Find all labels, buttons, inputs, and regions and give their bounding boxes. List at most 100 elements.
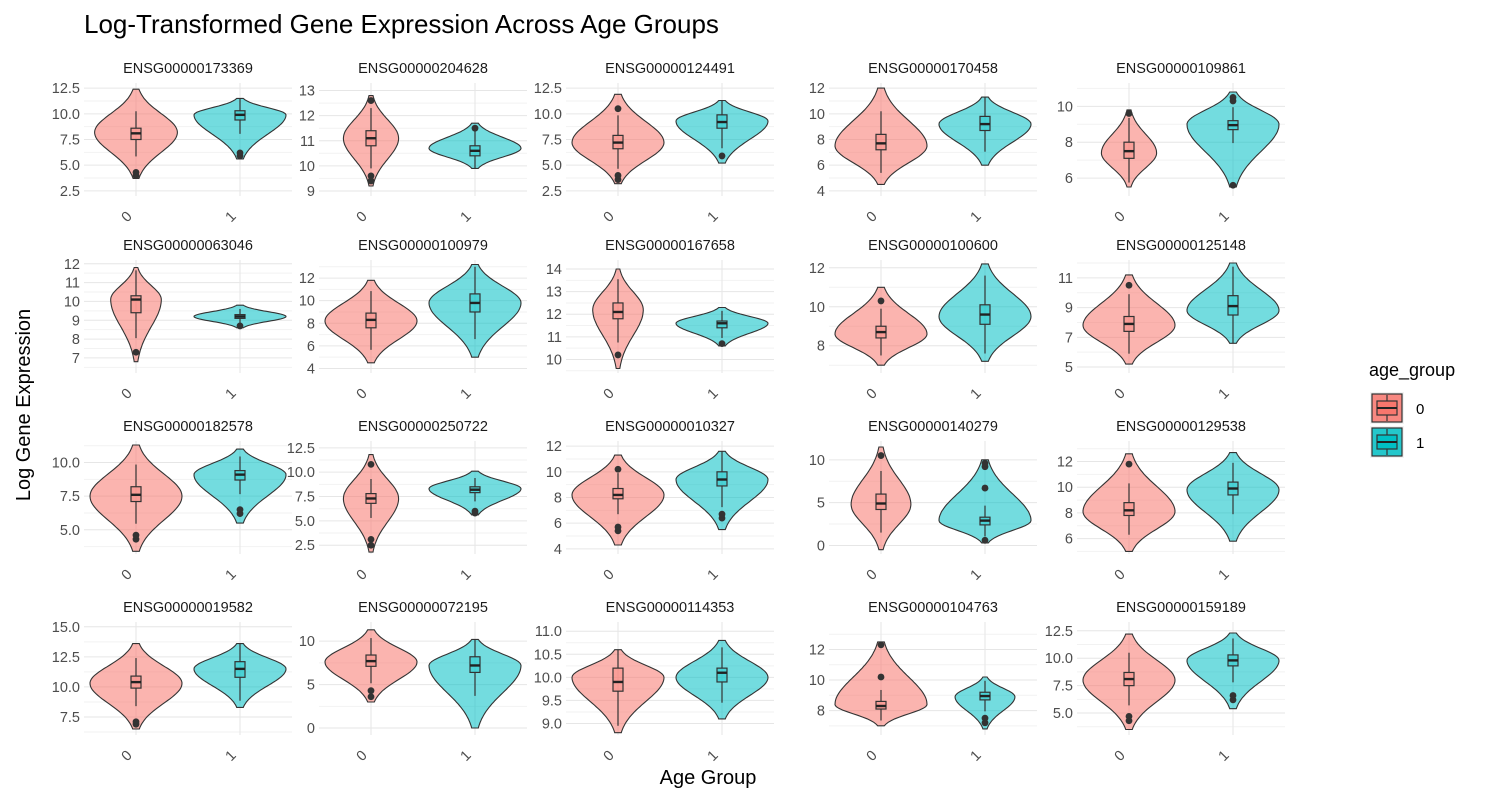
x-tick-label: 0: [119, 386, 136, 403]
violin-group-1: [1186, 262, 1280, 344]
x-tick-label: 1: [705, 209, 722, 226]
outlier-point: [1229, 692, 1237, 699]
facet-panel-ENSG00000129538: ENSG00000129538 6 8 10 12 0 1: [1057, 419, 1285, 584]
facet-strip-label: ENSG00000170458: [868, 61, 998, 77]
facet-panel-ENSG00000250722: ENSG00000250722 2.5 5.0 7.5 10.0 12.5 0 1: [287, 419, 527, 584]
y-tick-label: 10: [64, 294, 80, 310]
violin-group-0: [1082, 633, 1176, 731]
y-tick-label: 10: [809, 453, 825, 469]
x-tick-label: 1: [705, 386, 722, 403]
y-tick-label: 12.5: [52, 81, 80, 97]
y-tick-label: 10: [299, 634, 315, 650]
y-tick-label: 7: [1065, 330, 1073, 346]
y-tick-label: 7.5: [1053, 679, 1073, 695]
facet-panel-ENSG00000125148: ENSG00000125148 5 7 9 11 0 1: [1058, 238, 1285, 403]
y-tick-label: 10.0: [534, 670, 562, 686]
y-tick-label: 10: [809, 300, 825, 316]
y-tick-label: 12: [546, 439, 562, 455]
legend-title: age_group: [1369, 360, 1455, 381]
violin-group-0: [850, 446, 912, 551]
x-tick-label: 1: [968, 209, 985, 226]
y-tick-label: 10: [299, 159, 315, 175]
y-tick-label: 9.0: [542, 716, 562, 732]
box-iqr: [716, 667, 728, 683]
legend-key-1: 1: [1370, 426, 1424, 458]
y-tick-label: 5.0: [1053, 706, 1073, 722]
y-tick-label: 6: [817, 158, 825, 174]
facet-strip-label: ENSG00000204628: [358, 61, 488, 77]
box-iqr: [1123, 502, 1135, 517]
facet-strip-label: ENSG00000140279: [868, 419, 998, 435]
y-tick-label: 12: [546, 307, 562, 323]
legend-label: 1: [1416, 435, 1424, 452]
x-tick-label: 0: [119, 748, 136, 765]
outlier-point: [132, 531, 140, 539]
y-tick-label: 12: [64, 257, 80, 273]
box-iqr: [875, 493, 887, 511]
y-tick-label: 6: [1065, 171, 1073, 187]
y-tick-label: 8: [307, 316, 315, 332]
y-tick-label: 5.0: [60, 158, 80, 174]
y-tick-label: 10: [809, 673, 825, 689]
y-tick-label: 8: [817, 704, 825, 720]
y-tick-label: 10: [1057, 480, 1073, 496]
outlier-point: [1125, 110, 1133, 117]
y-tick-label: 10.0: [52, 680, 80, 696]
violin-group-1: [675, 306, 769, 347]
facet-strip-label: ENSG00000019582: [123, 600, 253, 616]
outlier-point: [981, 459, 989, 467]
y-tick-label: 8: [554, 491, 562, 507]
facet-strip-label: ENSG00000100600: [868, 238, 998, 254]
x-tick-label: 1: [458, 748, 475, 765]
x-tick-label: 1: [1216, 386, 1233, 403]
y-tick-label: 5.0: [60, 523, 80, 539]
x-tick-label: 0: [1112, 748, 1129, 765]
outlier-point: [132, 718, 140, 726]
x-tick-label: 0: [1112, 567, 1129, 584]
y-tick-label: 6: [307, 339, 315, 355]
y-tick-label: 5: [817, 496, 825, 512]
y-tick-label: 5: [1065, 360, 1073, 376]
y-tick-label: 12: [1057, 455, 1073, 471]
y-tick-label: 10.0: [287, 465, 315, 481]
outlier-point: [367, 460, 375, 468]
y-tick-label: 8: [1065, 135, 1073, 151]
y-tick-label: 10.0: [534, 107, 562, 123]
y-tick-label: 10: [546, 352, 562, 368]
facet-panel-ENSG00000100600: ENSG00000100600 8 10 12 0 1: [809, 238, 1037, 403]
y-tick-label: 4: [554, 542, 562, 558]
facet-panel-ENSG00000072195: ENSG00000072195 0 5 10 0 1: [299, 600, 527, 765]
violin-group-0: [571, 93, 665, 185]
y-tick-label: 13: [546, 285, 562, 301]
outlier-point: [367, 687, 375, 695]
y-tick-label: 13: [299, 84, 315, 100]
outlier-point: [981, 714, 989, 722]
x-tick-label: 1: [223, 748, 240, 765]
y-tick-label: 10: [546, 465, 562, 481]
x-tick-label: 1: [968, 748, 985, 765]
x-tick-label: 0: [864, 748, 881, 765]
violin-group-0: [1100, 109, 1158, 188]
facet-panel-ENSG00000063046: ENSG00000063046 7 8 9 10 11 12 0 1: [64, 238, 292, 403]
y-tick-label: 11: [547, 330, 562, 346]
outlier-point: [236, 322, 244, 330]
facet-panel-ENSG00000010327: ENSG00000010327 4 6 8 10 12 0 1: [546, 419, 774, 584]
facet-panel-ENSG00000124491: ENSG00000124491 2.5 5.0 7.5 10.0 12.5 0 1: [534, 61, 774, 226]
outlier-point: [1125, 281, 1133, 289]
x-tick-label: 0: [354, 386, 371, 403]
outlier-point: [367, 541, 375, 549]
facet-panel-ENSG00000173369: ENSG00000173369 2.5 5.0 7.5 10.0 12.5 0 1: [52, 61, 292, 226]
x-tick-label: 1: [968, 386, 985, 403]
outlier-point: [132, 168, 140, 176]
y-tick-label: 5.0: [542, 158, 562, 174]
y-tick-label: 2.5: [542, 184, 562, 200]
violin-group-0: [834, 87, 928, 185]
y-tick-label: 12: [299, 271, 315, 287]
outlier-point: [877, 452, 885, 459]
outlier-point: [1229, 93, 1237, 101]
x-tick-label: 0: [1112, 386, 1129, 403]
facet-panel-ENSG00000204628: ENSG00000204628 9 10 11 12 13 0 1: [299, 61, 527, 226]
y-tick-label: 10.0: [52, 107, 80, 123]
